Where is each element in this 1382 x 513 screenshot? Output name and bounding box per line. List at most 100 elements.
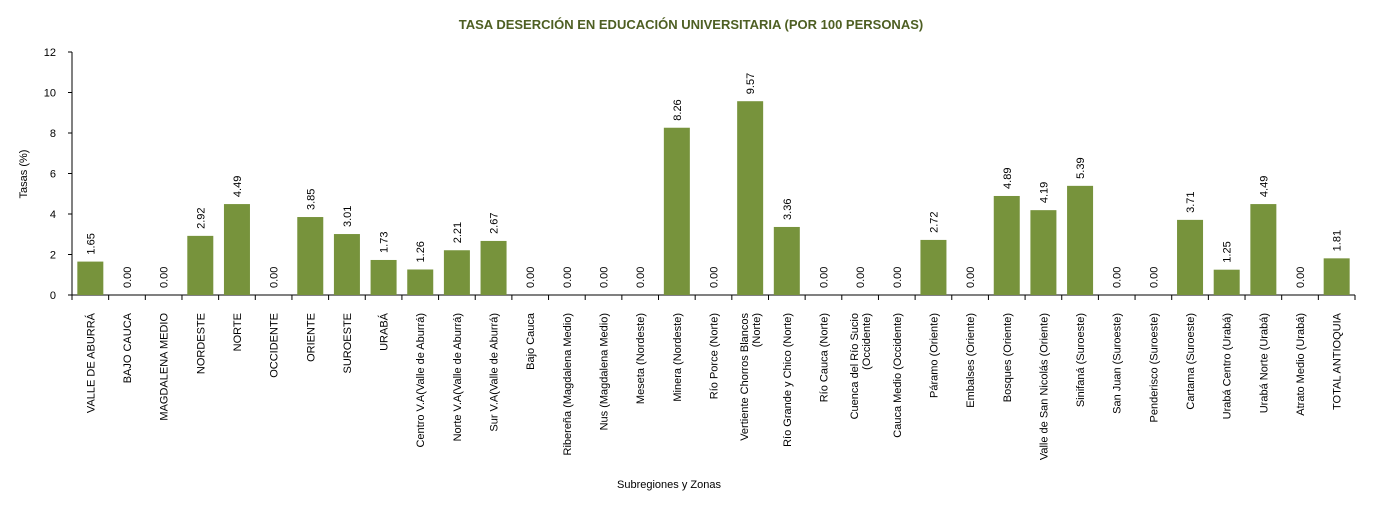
value-label: 0.00 (269, 267, 281, 288)
bar (1177, 219, 1204, 295)
value-label: 0.00 (599, 267, 611, 288)
bar (773, 226, 800, 295)
category-label: Valle de San Nicolás (Oriente) (1038, 313, 1050, 460)
bar (480, 240, 507, 295)
y-tick-label: 8 (50, 128, 56, 140)
category-label: Cartama (Suroeste) (1185, 313, 1197, 410)
category-label: VALLE DE ABURRÁ (84, 312, 97, 413)
chart-title: TASA DESERCIÓN EN EDUCACIÓN UNIVERSITARI… (459, 17, 923, 32)
value-label: 0.00 (709, 267, 721, 288)
value-label: 1.26 (415, 241, 427, 262)
y-tick-label: 12 (44, 47, 56, 59)
y-tick-label: 4 (50, 209, 56, 221)
category-label: Penderisco (Suroeste) (1148, 313, 1160, 422)
category-label: Embalses (Oriente) (965, 313, 977, 408)
bar (737, 101, 764, 296)
category-label: MAGDALENA MEDIO (159, 313, 171, 421)
value-label: 3.36 (782, 199, 794, 220)
value-label: 1.25 (1222, 241, 1234, 262)
value-label: 0.00 (1295, 267, 1307, 288)
value-label: 8.26 (672, 99, 684, 120)
category-label: (Occidente) (861, 313, 873, 370)
category-label: NORTE (232, 313, 244, 351)
value-label: 2.92 (195, 207, 207, 228)
bar (407, 269, 434, 295)
category-label: Nus (Magdalena Medio) (599, 313, 611, 430)
y-tick-label: 6 (50, 169, 56, 181)
category-label: Bajo Cauca (525, 312, 537, 370)
value-label: 5.39 (1075, 157, 1087, 178)
value-label: 0.00 (122, 267, 134, 288)
bar (993, 195, 1020, 295)
category-label: Río Porce (Norte) (709, 313, 721, 399)
value-label: 4.49 (1258, 176, 1270, 197)
category-label: BAJO CAUCA (122, 312, 134, 383)
value-label: 0.00 (1148, 267, 1160, 288)
bar (1213, 269, 1240, 295)
category-label: Minera (Nordeste) (672, 313, 684, 402)
category-label: Cuenca del Río Sucio (849, 313, 861, 419)
category-label: Páramo (Oriente) (928, 313, 940, 398)
bar (1250, 204, 1277, 295)
category-label: SUROESTE (342, 313, 354, 374)
value-label: 3.71 (1185, 191, 1197, 212)
value-label: 4.89 (1002, 168, 1014, 189)
category-label: Río Cauca (Norte) (818, 313, 830, 402)
bar (443, 250, 470, 295)
y-axis: 0 2 4 6 8 10 12 (44, 47, 73, 302)
value-label: 0.00 (562, 267, 574, 288)
bar (297, 217, 324, 295)
category-labels-group: VALLE DE ABURRÁ BAJO CAUCA MAGDALENA MEDIO… (84, 312, 1343, 460)
category-label: Ribereña (Magdalena Medio) (562, 313, 574, 455)
value-label: 0.00 (525, 267, 537, 288)
bar (370, 259, 397, 295)
value-label: 0.00 (635, 267, 647, 288)
category-label: Cauca Medio (Occidente) (892, 313, 904, 438)
value-label: 2.21 (452, 222, 464, 243)
x-axis (71, 294, 1356, 300)
value-labels-group: 1.65 0.00 0.00 2.92 4.49 0.00 3.85 3.01 1.73 1.26… (85, 73, 1343, 288)
x-axis-label: Subregiones y Zonas (617, 479, 721, 491)
category-label: OCCIDENTE (269, 313, 281, 378)
value-label: 0.00 (1112, 267, 1124, 288)
value-label: 1.73 (379, 232, 391, 253)
category-label: Atrato Medio (Urabá) (1295, 313, 1307, 416)
y-axis-label: Tasas (%) (18, 150, 30, 199)
value-label: 2.72 (928, 211, 940, 232)
value-label: 0.00 (892, 267, 904, 288)
category-label: (Norte) (751, 313, 763, 347)
category-label: URABÁ (378, 312, 391, 351)
value-label: 4.49 (232, 176, 244, 197)
category-label: Urabá Norte (Urabá) (1258, 313, 1270, 413)
category-label: San Juan (Suroeste) (1112, 313, 1124, 414)
bar (663, 127, 690, 295)
category-label: Centro V.A(Valle de Aburrá) (415, 313, 427, 448)
y-tick-label: 10 (44, 88, 56, 100)
category-label: Río Grande y Chico (Norte) (782, 313, 794, 447)
bar (187, 235, 214, 295)
value-label: 0.00 (855, 267, 867, 288)
value-label: 0.00 (965, 267, 977, 288)
value-label: 3.01 (342, 206, 354, 227)
value-label: 2.67 (489, 213, 501, 234)
category-label: TOTAL ANTIOQUIA (1332, 312, 1344, 410)
category-label: ORIENTE (305, 313, 317, 362)
bars-group (77, 101, 1350, 296)
bar (1323, 258, 1350, 295)
y-tick-label: 2 (50, 250, 56, 262)
bar (920, 239, 947, 295)
bar (1067, 185, 1094, 295)
value-label: 0.00 (818, 267, 830, 288)
y-tick-label: 0 (50, 290, 56, 302)
value-label: 1.65 (85, 233, 97, 254)
value-label: 0.00 (159, 267, 171, 288)
value-label: 1.81 (1332, 230, 1344, 251)
bar (223, 204, 250, 295)
category-label: Sinifaná (Suroeste) (1075, 313, 1087, 407)
value-label: 4.19 (1038, 182, 1050, 203)
category-label: Bosques (Oriente) (1002, 313, 1014, 402)
bar (77, 261, 104, 295)
category-label: Vertiente Chorros Blancos (739, 313, 751, 441)
category-label: Urabá Centro (Urabá) (1222, 313, 1234, 419)
